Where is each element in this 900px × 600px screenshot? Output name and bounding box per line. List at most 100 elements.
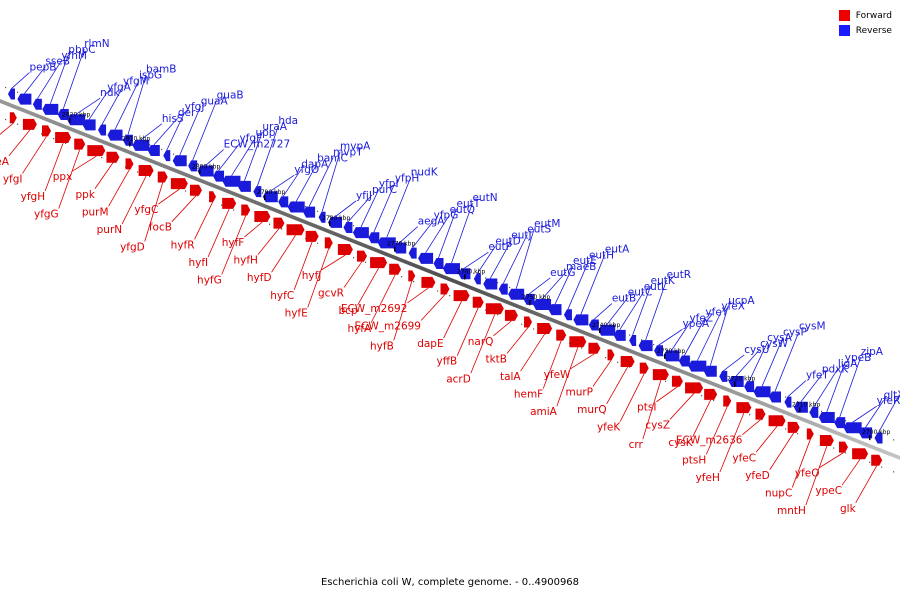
reverse-gene-label[interactable]: eutD [495,235,520,247]
reverse-gene-label[interactable]: der [178,107,196,119]
forward-gene-label[interactable]: tktB [485,353,507,365]
reverse-gene-label[interactable]: mvpA [340,141,371,153]
forward-gene-feature[interactable] [787,421,800,433]
forward-gene-label[interactable]: yfgC [134,204,158,216]
forward-gene-label[interactable]: murP [565,386,593,398]
forward-gene-label[interactable]: ECW_m2692 [341,303,408,315]
forward-gene-label[interactable]: yfeK [597,422,621,434]
reverse-gene-feature[interactable] [753,386,771,398]
reverse-gene-feature[interactable] [859,427,873,439]
forward-gene-feature[interactable] [472,296,484,308]
reverse-gene-feature[interactable] [598,324,616,336]
reverse-gene-feature[interactable] [197,165,214,177]
reverse-gene-feature[interactable] [262,191,278,203]
forward-gene-feature[interactable] [42,125,52,137]
reverse-gene-feature[interactable] [377,237,396,249]
forward-gene-label[interactable]: yfeC [732,452,756,464]
reverse-gene-feature[interactable] [663,350,680,362]
forward-gene-feature[interactable] [87,145,106,157]
reverse-gene-label[interactable]: eutA [605,243,630,255]
forward-gene-label[interactable]: hyfI [188,257,208,269]
forward-gene-feature[interactable] [324,237,333,249]
forward-gene-label[interactable]: hyfB [370,340,394,352]
reverse-gene-label[interactable]: hda [278,115,298,127]
reverse-gene-label[interactable]: ndk [100,87,120,99]
reverse-gene-label[interactable]: bamB [146,64,177,76]
reverse-gene-feature[interactable] [638,340,653,352]
forward-gene-feature[interactable] [806,428,814,440]
forward-gene-label[interactable]: yfgD [120,242,145,254]
forward-gene-feature[interactable] [569,336,587,348]
forward-gene-label[interactable]: hyfR [171,239,195,251]
reverse-gene-label[interactable]: eutM [534,218,560,230]
reverse-gene-label[interactable]: ucpA [728,295,755,307]
forward-gene-label[interactable]: hyfH [233,255,257,267]
forward-gene-feature[interactable] [337,243,353,255]
forward-gene-feature[interactable] [704,388,718,400]
forward-gene-feature[interactable] [588,342,601,354]
reverse-gene-label[interactable]: cysU [744,344,769,356]
forward-gene-feature[interactable] [55,132,72,144]
reverse-gene-label[interactable]: eutB [612,293,636,305]
reverse-gene-feature[interactable] [328,216,342,228]
forward-gene-label[interactable]: murQ [577,404,606,416]
forward-gene-feature[interactable] [440,283,450,295]
reverse-gene-feature[interactable] [132,139,150,151]
reverse-gene-label[interactable]: yfeZ [689,312,713,324]
reverse-gene-label[interactable]: yfpG [434,210,459,222]
forward-gene-feature[interactable] [22,118,37,130]
forward-gene-feature[interactable] [768,415,786,427]
reverse-gene-label[interactable]: eutL [644,281,667,293]
forward-gene-label[interactable]: talA [500,371,521,383]
forward-gene-label[interactable]: focB [149,222,172,234]
reverse-gene-feature[interactable] [588,319,599,331]
reverse-gene-label[interactable]: ligA [838,358,858,370]
forward-gene-feature[interactable] [620,355,635,367]
reverse-gene-label[interactable]: eutG [550,267,575,279]
reverse-gene-label[interactable]: ypeB [845,352,872,364]
reverse-gene-feature[interactable] [7,88,15,100]
reverse-gene-label[interactable]: ECW_m2727 [224,139,291,151]
forward-gene-feature[interactable] [871,454,883,466]
forward-gene-label[interactable]: purN [97,224,123,236]
reverse-gene-feature[interactable] [82,119,96,131]
reverse-gene-label[interactable]: pbpC [68,44,95,56]
forward-gene-feature[interactable] [356,250,367,262]
reverse-gene-feature[interactable] [163,150,171,162]
forward-gene-label[interactable]: hyfG [197,274,222,286]
forward-gene-feature[interactable] [273,217,285,229]
reverse-gene-label[interactable]: yfpH [395,172,419,184]
forward-gene-label[interactable]: ppk [76,189,96,201]
reverse-gene-label[interactable]: pdxK [822,364,850,376]
reverse-gene-label[interactable]: yfeY [705,307,728,319]
reverse-gene-feature[interactable] [533,299,552,311]
forward-gene-feature[interactable] [106,151,120,163]
forward-gene-label[interactable]: cysK [668,437,693,449]
reverse-gene-feature[interactable] [678,355,690,367]
reverse-gene-feature[interactable] [237,180,251,192]
forward-gene-feature[interactable] [209,191,217,203]
reverse-gene-label[interactable]: uraA [262,121,287,133]
reverse-gene-label[interactable]: yfgM [123,75,149,87]
reverse-gene-label[interactable]: eutJ [511,229,531,241]
reverse-gene-feature[interactable] [222,175,241,187]
reverse-gene-feature[interactable] [523,293,535,305]
forward-gene-feature[interactable] [241,204,251,216]
reverse-gene-feature[interactable] [147,144,160,156]
reverse-gene-feature[interactable] [843,422,862,434]
forward-gene-feature[interactable] [189,184,202,196]
reverse-gene-feature[interactable] [442,263,460,275]
reverse-gene-feature[interactable] [728,376,744,388]
reverse-gene-feature[interactable] [172,155,187,167]
reverse-gene-label[interactable]: guaA [201,95,229,107]
reverse-gene-label[interactable]: yfgF [240,133,263,145]
reverse-gene-label[interactable]: cysW [760,338,788,350]
forward-gene-label[interactable]: hyfD [247,272,272,284]
reverse-gene-feature[interactable] [433,257,444,269]
forward-gene-feature[interactable] [370,257,388,269]
forward-gene-label[interactable]: yfeO [795,468,820,480]
reverse-gene-feature[interactable] [303,206,316,218]
forward-gene-label[interactable]: dapE [417,338,443,350]
reverse-gene-label[interactable]: yfjJ [356,190,372,202]
forward-gene-feature[interactable] [524,316,533,328]
